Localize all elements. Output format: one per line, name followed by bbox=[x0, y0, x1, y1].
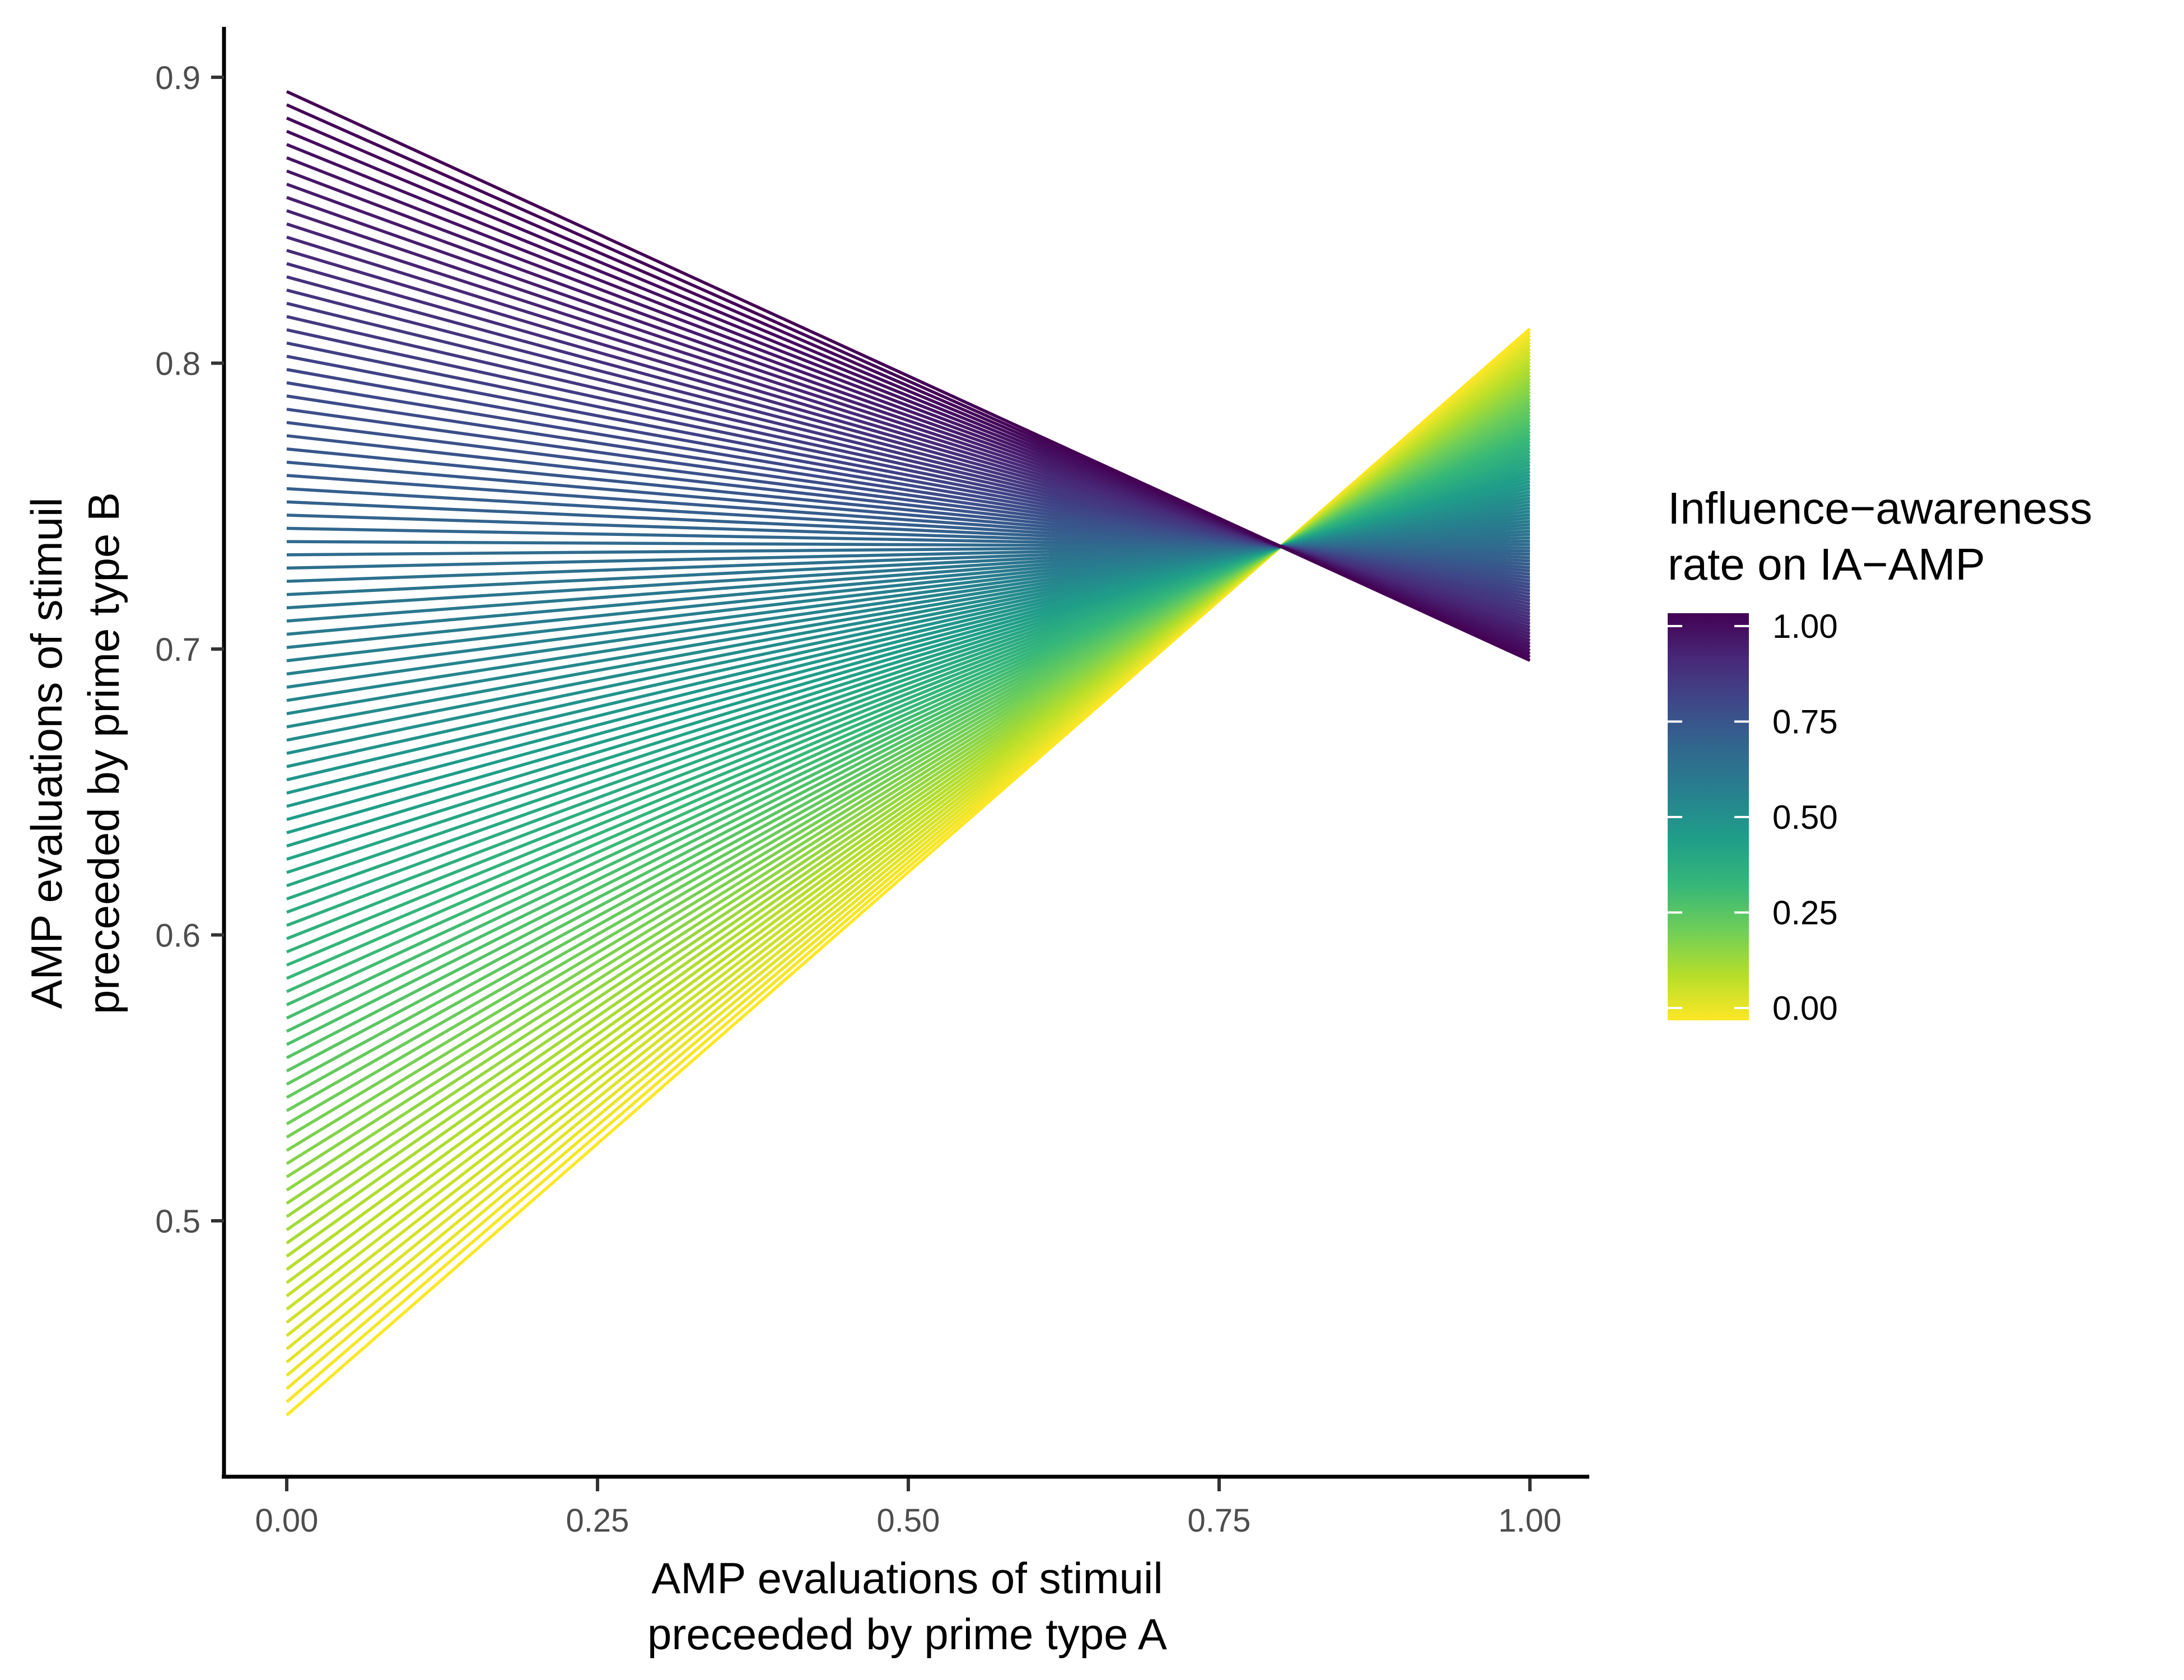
x-ticks: 0.00 0.25 0.50 0.75 1.00 bbox=[255, 1478, 1562, 1539]
legend-ticks: 1.00 0.75 0.50 0.25 0.00 bbox=[1668, 608, 1838, 1027]
y-axis-title-line-1: AMP evaluations of stimuil bbox=[22, 497, 71, 1009]
y-tick-label: 0.6 bbox=[155, 918, 200, 954]
x-tick-label: 0.75 bbox=[1188, 1502, 1251, 1539]
legend-tick-label: 0.75 bbox=[1772, 703, 1838, 741]
y-tick-label: 0.5 bbox=[155, 1203, 200, 1240]
legend-tick-label: 0.25 bbox=[1772, 894, 1838, 932]
y-axis-title-line-2: preceeded by prime type B bbox=[79, 492, 128, 1014]
y-tick-label: 0.8 bbox=[155, 346, 200, 382]
x-tick-label: 0.50 bbox=[877, 1502, 940, 1539]
x-tick-label: 0.25 bbox=[566, 1502, 629, 1539]
series-lines bbox=[286, 90, 1531, 1417]
y-tick-label: 0.7 bbox=[155, 632, 200, 668]
legend-title-line-2: rate on IA−AMP bbox=[1668, 539, 1985, 589]
x-tick-label: 1.00 bbox=[1499, 1502, 1562, 1539]
x-tick-label: 0.00 bbox=[255, 1502, 319, 1539]
legend-title-line-1: Influence−awareness bbox=[1668, 483, 2092, 533]
x-axis-title-line-2: preceeded by prime type A bbox=[647, 1609, 1167, 1659]
y-ticks: 0.5 0.6 0.7 0.8 0.9 bbox=[155, 60, 224, 1240]
series-line bbox=[286, 90, 1531, 662]
x-axis-title-line-1: AMP evaluations of stimuil bbox=[651, 1553, 1163, 1603]
legend: Influence−awareness rate on IA−AMP 1.00 0… bbox=[1668, 483, 2092, 1027]
legend-tick-label: 0.00 bbox=[1772, 990, 1838, 1027]
legend-tick-label: 1.00 bbox=[1772, 608, 1838, 645]
y-tick-label: 0.9 bbox=[155, 60, 200, 96]
legend-tick-label: 0.50 bbox=[1772, 799, 1838, 836]
